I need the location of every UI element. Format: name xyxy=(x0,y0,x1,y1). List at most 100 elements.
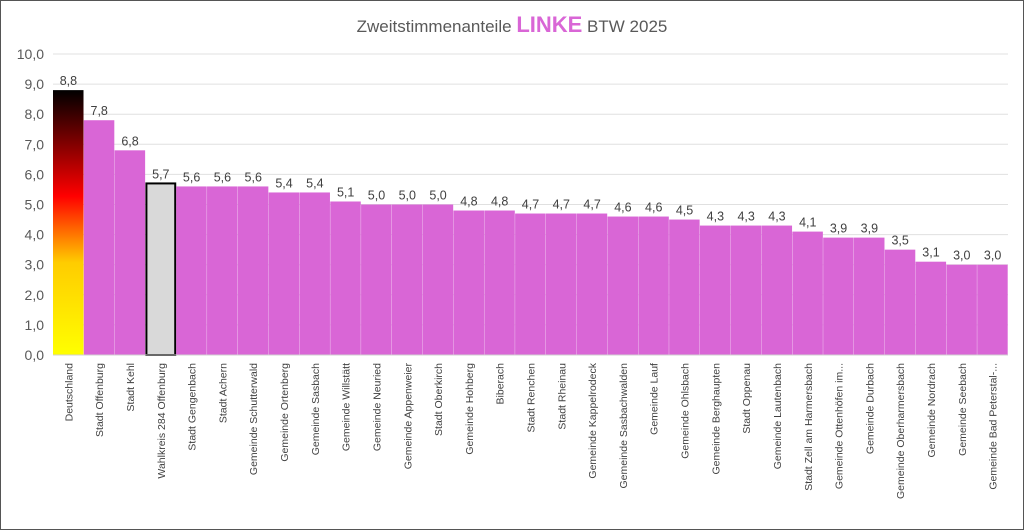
bar xyxy=(361,204,392,355)
data-label: 7,8 xyxy=(91,104,108,118)
y-tick-label: 4,0 xyxy=(25,227,45,243)
bar xyxy=(207,186,238,355)
data-label: 4,1 xyxy=(799,216,816,230)
y-tick-label: 1,0 xyxy=(25,317,45,333)
data-label: 5,0 xyxy=(368,189,385,203)
bar xyxy=(977,264,1008,355)
bar xyxy=(915,261,947,355)
data-label: 6,8 xyxy=(121,134,138,148)
category-label: Stadt Rheinau xyxy=(556,363,568,430)
bar xyxy=(176,186,207,355)
category-label: Gemeinde Sasbachwalden xyxy=(618,363,630,489)
bar xyxy=(761,225,793,355)
category-label: Gemeinde Appenweier xyxy=(402,363,414,470)
bar xyxy=(453,210,484,355)
bar xyxy=(792,231,823,355)
category-label: Gemeinde Ortenberg xyxy=(279,363,291,462)
y-tick-label: 5,0 xyxy=(25,197,45,213)
data-label: 3,9 xyxy=(861,222,878,236)
title-prefix: Zweitstimmenanteile xyxy=(356,17,512,36)
category-label: Gemeinde Schutterwald xyxy=(248,363,260,475)
category-label: Gemeinde Berghaupten xyxy=(710,363,722,475)
data-label: 5,6 xyxy=(214,170,231,184)
bar xyxy=(823,237,854,355)
data-label: 3,0 xyxy=(953,249,970,263)
category-label: Gemeinde Ohlsbach xyxy=(680,363,692,459)
bar xyxy=(330,201,361,355)
data-label: 3,5 xyxy=(891,234,908,248)
category-label: Gemeinde Bad Peterstal-... xyxy=(988,363,1000,490)
chart-title: Zweitstimmenanteile LINKE BTW 2025 xyxy=(0,12,1024,38)
bar xyxy=(576,213,608,355)
category-label: Stadt Achern xyxy=(217,363,229,423)
data-label: 4,8 xyxy=(460,195,477,209)
category-label: Stadt Oberkirch xyxy=(433,363,445,436)
category-label: Wahlkreis 284 Offenburg xyxy=(156,363,168,479)
bar xyxy=(730,225,762,355)
category-label: Stadt Gengenbach xyxy=(187,363,199,451)
bar xyxy=(391,204,423,355)
data-label: 4,7 xyxy=(583,198,600,212)
data-label: 3,1 xyxy=(922,246,939,260)
data-label: 5,4 xyxy=(275,176,292,190)
data-label: 4,8 xyxy=(491,195,508,209)
category-label: Gemeinde Kappelrodeck xyxy=(587,362,599,478)
y-tick-label: 0,0 xyxy=(25,347,45,363)
category-label: Gemeinde Willstätt xyxy=(341,363,353,451)
data-label: 4,7 xyxy=(522,198,539,212)
category-label: Stadt Offenburg xyxy=(94,363,106,437)
y-tick-label: 7,0 xyxy=(25,136,45,152)
y-tick-label: 3,0 xyxy=(25,257,45,273)
data-label: 5,0 xyxy=(429,189,446,203)
category-label: Stadt Renchen xyxy=(526,363,538,433)
title-suffix: BTW 2025 xyxy=(587,17,668,36)
category-label: Gemeinde Seebach xyxy=(957,363,969,456)
category-label: Gemeinde Oberharmersbach xyxy=(895,363,907,499)
category-label: Gemeinde Neuried xyxy=(371,363,383,451)
category-label: Biberach xyxy=(495,363,507,405)
bar xyxy=(545,213,577,355)
y-tick-label: 8,0 xyxy=(25,106,45,122)
bar xyxy=(145,182,177,356)
data-label: 4,3 xyxy=(737,210,754,224)
bar xyxy=(884,249,916,355)
bar xyxy=(853,237,885,355)
data-label: 4,6 xyxy=(645,201,662,215)
data-label: 4,6 xyxy=(614,201,631,215)
category-label: Deutschland xyxy=(63,363,75,422)
data-label: 5,7 xyxy=(152,167,169,181)
bar xyxy=(946,264,977,355)
category-label: Stadt Kehl xyxy=(125,363,137,411)
bar xyxy=(237,186,269,355)
category-label: Gemeinde Ottenhöfen im... xyxy=(834,363,846,489)
category-label: Gemeinde Nordrach xyxy=(926,363,938,458)
category-label: Gemeinde Durbach xyxy=(864,363,876,454)
bar xyxy=(638,216,669,355)
category-label: Gemeinde Sasbach xyxy=(310,363,322,455)
bar xyxy=(669,219,700,355)
bar xyxy=(422,204,454,355)
data-label: 5,6 xyxy=(183,170,200,184)
category-label: Stadt Oppenau xyxy=(741,363,753,434)
category-label: Gemeinde Lautenbach xyxy=(772,363,784,469)
bar xyxy=(53,90,84,356)
data-label: 4,5 xyxy=(676,204,693,218)
data-label: 4,3 xyxy=(707,210,724,224)
bar xyxy=(268,192,300,355)
category-label: Gemeinde Hohberg xyxy=(464,363,476,455)
bar xyxy=(607,216,639,355)
title-highlight: LINKE xyxy=(516,12,583,37)
category-label: Stadt Zell am Harmersbach xyxy=(803,363,815,491)
data-label: 3,9 xyxy=(830,222,847,236)
bar xyxy=(83,120,115,355)
data-label: 8,8 xyxy=(60,74,77,88)
y-tick-label: 6,0 xyxy=(25,166,45,182)
y-tick-label: 9,0 xyxy=(25,76,45,92)
bar xyxy=(299,192,330,355)
data-label: 4,3 xyxy=(768,210,785,224)
data-label: 3,0 xyxy=(984,249,1001,263)
category-label: Gemeinde Lauf xyxy=(649,363,661,435)
bar xyxy=(114,150,146,355)
data-label: 5,0 xyxy=(399,189,416,203)
